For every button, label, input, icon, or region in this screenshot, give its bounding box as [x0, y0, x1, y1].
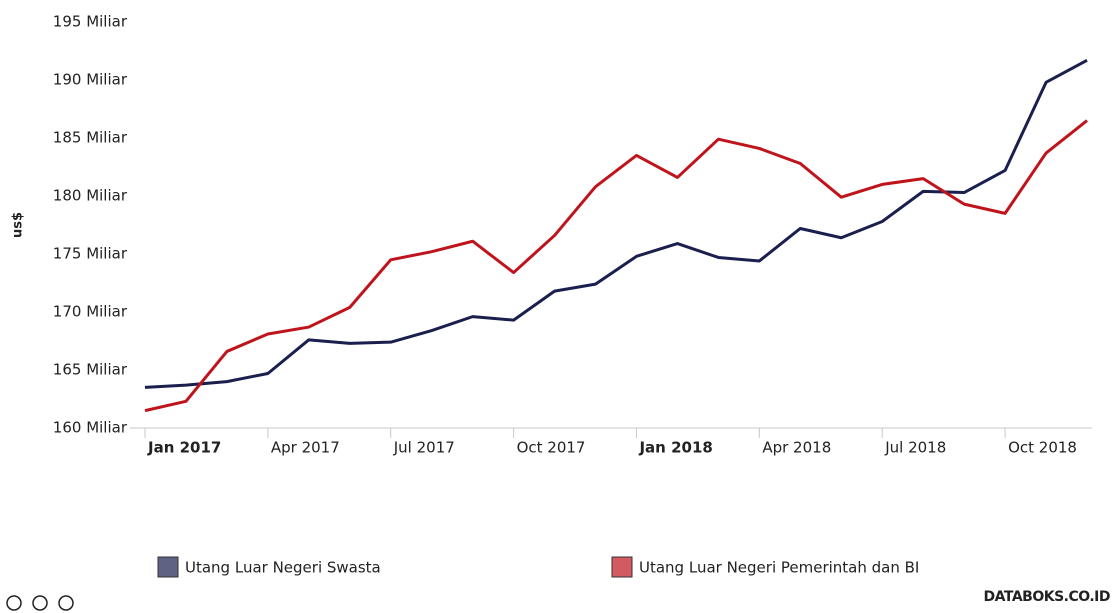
y-tick-label: 160 Miliar — [53, 419, 128, 437]
x-tick-label: Jul 2017 — [393, 439, 455, 457]
series-line — [144, 58, 1088, 389]
y-tick-label: 170 Miliar — [53, 303, 128, 321]
license-icons — [6, 595, 74, 611]
y-tick-label: 165 Miliar — [53, 361, 128, 379]
x-tick-label: Jan 2018 — [638, 439, 712, 457]
legend-label: Utang Luar Negeri Pemerintah dan BI — [639, 559, 919, 577]
x-tick-label: Oct 2017 — [517, 439, 586, 457]
legend-swatch — [611, 556, 633, 578]
x-tick-label: Apr 2017 — [271, 439, 340, 457]
x-tick-label: Jan 2017 — [147, 439, 221, 457]
x-tick-label: Oct 2018 — [1008, 439, 1077, 457]
y-tick-label: 185 Miliar — [53, 129, 128, 147]
y-axis-label: us$ — [11, 212, 26, 238]
x-tick-label: Apr 2018 — [762, 439, 831, 457]
y-tick-label: 175 Miliar — [53, 245, 128, 263]
series-line — [144, 119, 1088, 413]
legend-label: Utang Luar Negeri Swasta — [185, 559, 381, 577]
x-tick-label: Jul 2018 — [884, 439, 946, 457]
source-logo: DATABOKS.CO.ID — [983, 589, 1110, 605]
y-tick-label: 190 Miliar — [53, 71, 128, 89]
y-tick-label: 195 Miliar — [53, 13, 128, 31]
y-tick-label: 180 Miliar — [53, 187, 128, 205]
legend-swatch — [157, 556, 179, 578]
